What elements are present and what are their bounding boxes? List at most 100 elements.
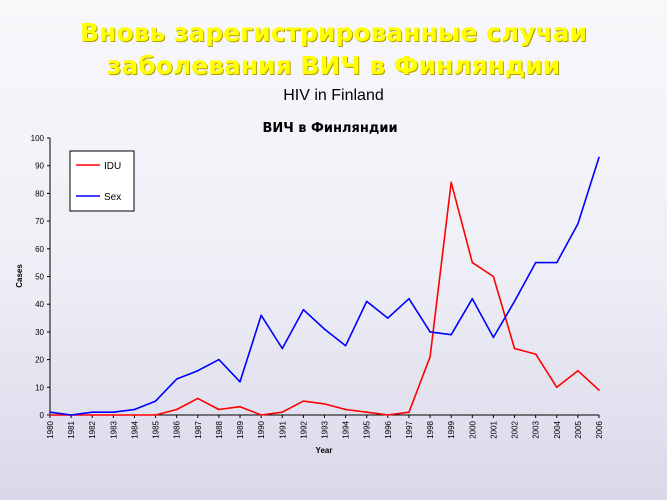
data-point-sex (555, 261, 558, 264)
data-point-sex (365, 300, 368, 303)
x-tick-label: 1981 (67, 420, 76, 438)
x-tick-label: 1988 (215, 420, 224, 438)
x-tick-label: 1998 (426, 420, 435, 438)
y-axis-label: Cases (15, 264, 24, 288)
x-tick-label: 1993 (321, 420, 330, 438)
data-point-sex (387, 317, 389, 319)
y-tick-label: 60 (35, 245, 44, 254)
x-tick-label: 1986 (173, 420, 182, 438)
x-tick-label: 2000 (468, 420, 477, 438)
data-point-idu (302, 400, 305, 402)
data-point-idu (555, 386, 558, 389)
data-point-sex (112, 411, 115, 414)
data-point-sex (598, 156, 600, 159)
x-tick-label: 1990 (257, 420, 266, 438)
data-point-idu (323, 403, 326, 405)
data-point-idu (218, 408, 220, 411)
data-point-sex (175, 378, 178, 380)
data-point-idu (239, 405, 241, 408)
x-tick-label: 2004 (553, 420, 562, 438)
data-point-sex (70, 414, 72, 416)
data-point-sex (513, 300, 516, 303)
y-tick-label: 0 (40, 411, 45, 420)
data-point-sex (408, 297, 410, 300)
x-tick-label: 1997 (405, 420, 414, 438)
data-point-idu (471, 261, 474, 264)
data-point-sex (133, 408, 136, 411)
data-point-idu (408, 411, 410, 414)
x-tick-label: 1995 (363, 420, 372, 438)
data-point-idu (175, 408, 178, 411)
y-tick-label: 80 (35, 189, 44, 198)
x-tick-label: 1992 (299, 420, 308, 438)
data-point-idu (450, 181, 452, 184)
y-tick-label: 40 (35, 300, 44, 309)
data-point-idu (387, 414, 389, 416)
data-point-sex (492, 336, 495, 339)
data-point-idu (429, 356, 431, 358)
x-tick-label: 2003 (532, 420, 541, 438)
data-point-idu (133, 414, 136, 416)
data-point-idu (281, 411, 284, 414)
data-point-sex (429, 331, 431, 333)
data-point-idu (112, 414, 115, 416)
x-tick-label: 1994 (342, 420, 351, 438)
chart-series (49, 156, 600, 416)
x-axis-label: Year (316, 446, 333, 455)
x-tick-label: 1989 (236, 420, 245, 438)
data-point-idu (598, 389, 600, 391)
x-tick-label: 2002 (511, 420, 520, 438)
x-tick-label: 1983 (109, 420, 118, 438)
data-point-idu (513, 347, 516, 350)
y-tick-label: 20 (35, 356, 44, 365)
data-point-sex (260, 314, 262, 317)
data-point-idu (344, 408, 347, 411)
data-point-sex (154, 400, 157, 402)
slide-title-line-2: заболевания ВИЧ в Финляндии (106, 51, 561, 80)
chart-title: ВИЧ в Финляндии (262, 121, 397, 136)
y-tick-label: 90 (35, 162, 44, 171)
data-point-idu (365, 411, 368, 414)
chart-axes: 0 10 20 30 40 50 60 70 80 90 100 1980 1981 1982 1983 19… (31, 134, 604, 439)
data-point-sex (197, 369, 199, 372)
slide-title: Вновь зарегистрированные случаи заболева… (0, 16, 667, 82)
data-point-sex (471, 297, 474, 300)
x-tick-label: 2001 (489, 420, 498, 438)
x-tick-label: 1999 (447, 420, 456, 438)
x-tick-label: 2006 (595, 420, 604, 438)
x-tick-label: 1980 (46, 420, 55, 438)
y-tick-label: 30 (35, 328, 44, 337)
x-tick-label: 1982 (88, 420, 97, 438)
data-point-sex (302, 308, 305, 311)
data-point-idu (492, 275, 495, 278)
data-point-idu (91, 414, 94, 416)
slide-title-line-1: Вновь зарегистрированные случаи (80, 18, 587, 47)
data-point-sex (344, 344, 347, 347)
x-tick-label: 1987 (194, 420, 203, 438)
data-point-sex (323, 328, 326, 330)
y-tick-label: 50 (35, 273, 44, 282)
y-tick-label: 100 (31, 134, 45, 143)
data-point-idu (197, 397, 199, 400)
x-tick-label: 1985 (152, 420, 161, 438)
data-point-sex (218, 358, 220, 361)
data-point-idu (260, 414, 262, 416)
data-point-idu (49, 414, 51, 416)
x-tick-label: 1996 (384, 420, 393, 438)
data-point-sex (577, 223, 579, 225)
data-point-idu (154, 414, 157, 416)
legend-label-idu: IDU (104, 161, 121, 172)
data-point-sex (450, 333, 452, 336)
slide-subtitle: HIV in Finland (283, 87, 384, 104)
data-point-sex (534, 261, 537, 264)
legend-label-sex: Sex (104, 192, 121, 203)
x-tick-label: 1984 (130, 420, 139, 438)
data-point-sex (239, 380, 241, 383)
y-tick-label: 10 (35, 383, 44, 392)
x-tick-label: 2005 (574, 420, 583, 438)
x-tick-label: 1991 (278, 420, 287, 438)
data-point-sex (49, 411, 51, 414)
data-point-sex (91, 411, 94, 414)
chart-legend: IDU Sex (69, 150, 135, 212)
